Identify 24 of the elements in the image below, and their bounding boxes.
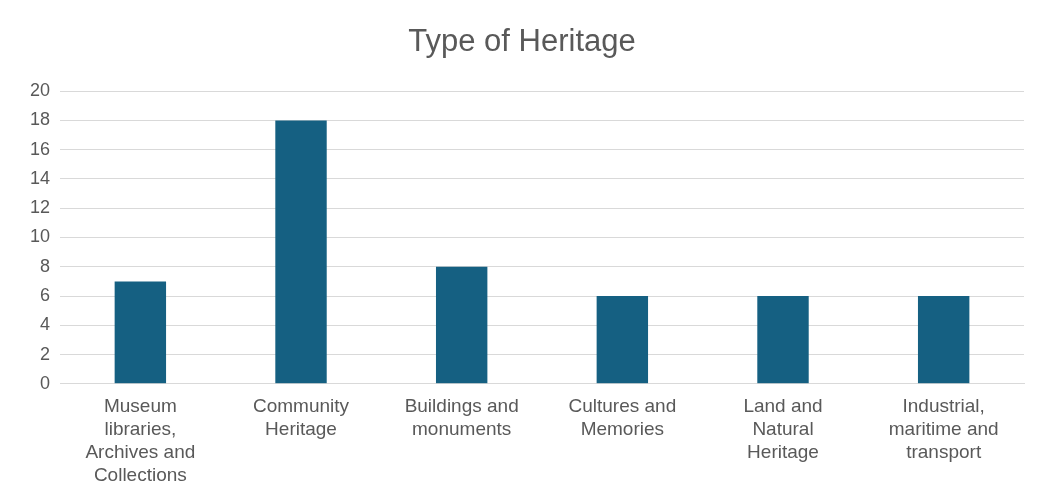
x-tick-label: Community Heritage: [252, 395, 350, 440]
x-tick-label: Industrial, maritime and transport: [888, 395, 999, 463]
y-tick-label: 10: [29, 226, 51, 247]
x-tick-label: Buildings and monuments: [404, 395, 519, 440]
y-tick-label: 16: [29, 138, 51, 159]
x-tick-label: Land and Natural Heritage: [743, 395, 823, 463]
y-tick-label: 18: [29, 109, 51, 130]
bar: [596, 296, 649, 384]
bar: [275, 120, 327, 384]
y-tick-label: 0: [40, 372, 51, 393]
y-tick-label: 4: [40, 314, 51, 335]
bar: [917, 296, 970, 384]
y-tick-label: 6: [40, 284, 51, 305]
bar: [114, 281, 167, 384]
y-tick-label: 20: [29, 80, 51, 101]
bar: [757, 296, 809, 384]
x-tick-label: Museum libraries, Archives and Collections: [85, 395, 196, 485]
y-tick-label: 14: [29, 167, 51, 188]
y-tick-label: 12: [29, 197, 51, 218]
chart-title: Type of Heritage: [408, 23, 636, 59]
y-tick-label: 8: [40, 255, 51, 276]
y-tick-label: 2: [40, 343, 51, 364]
bar: [435, 266, 488, 384]
x-tick-label: Cultures and Memories: [568, 395, 677, 440]
